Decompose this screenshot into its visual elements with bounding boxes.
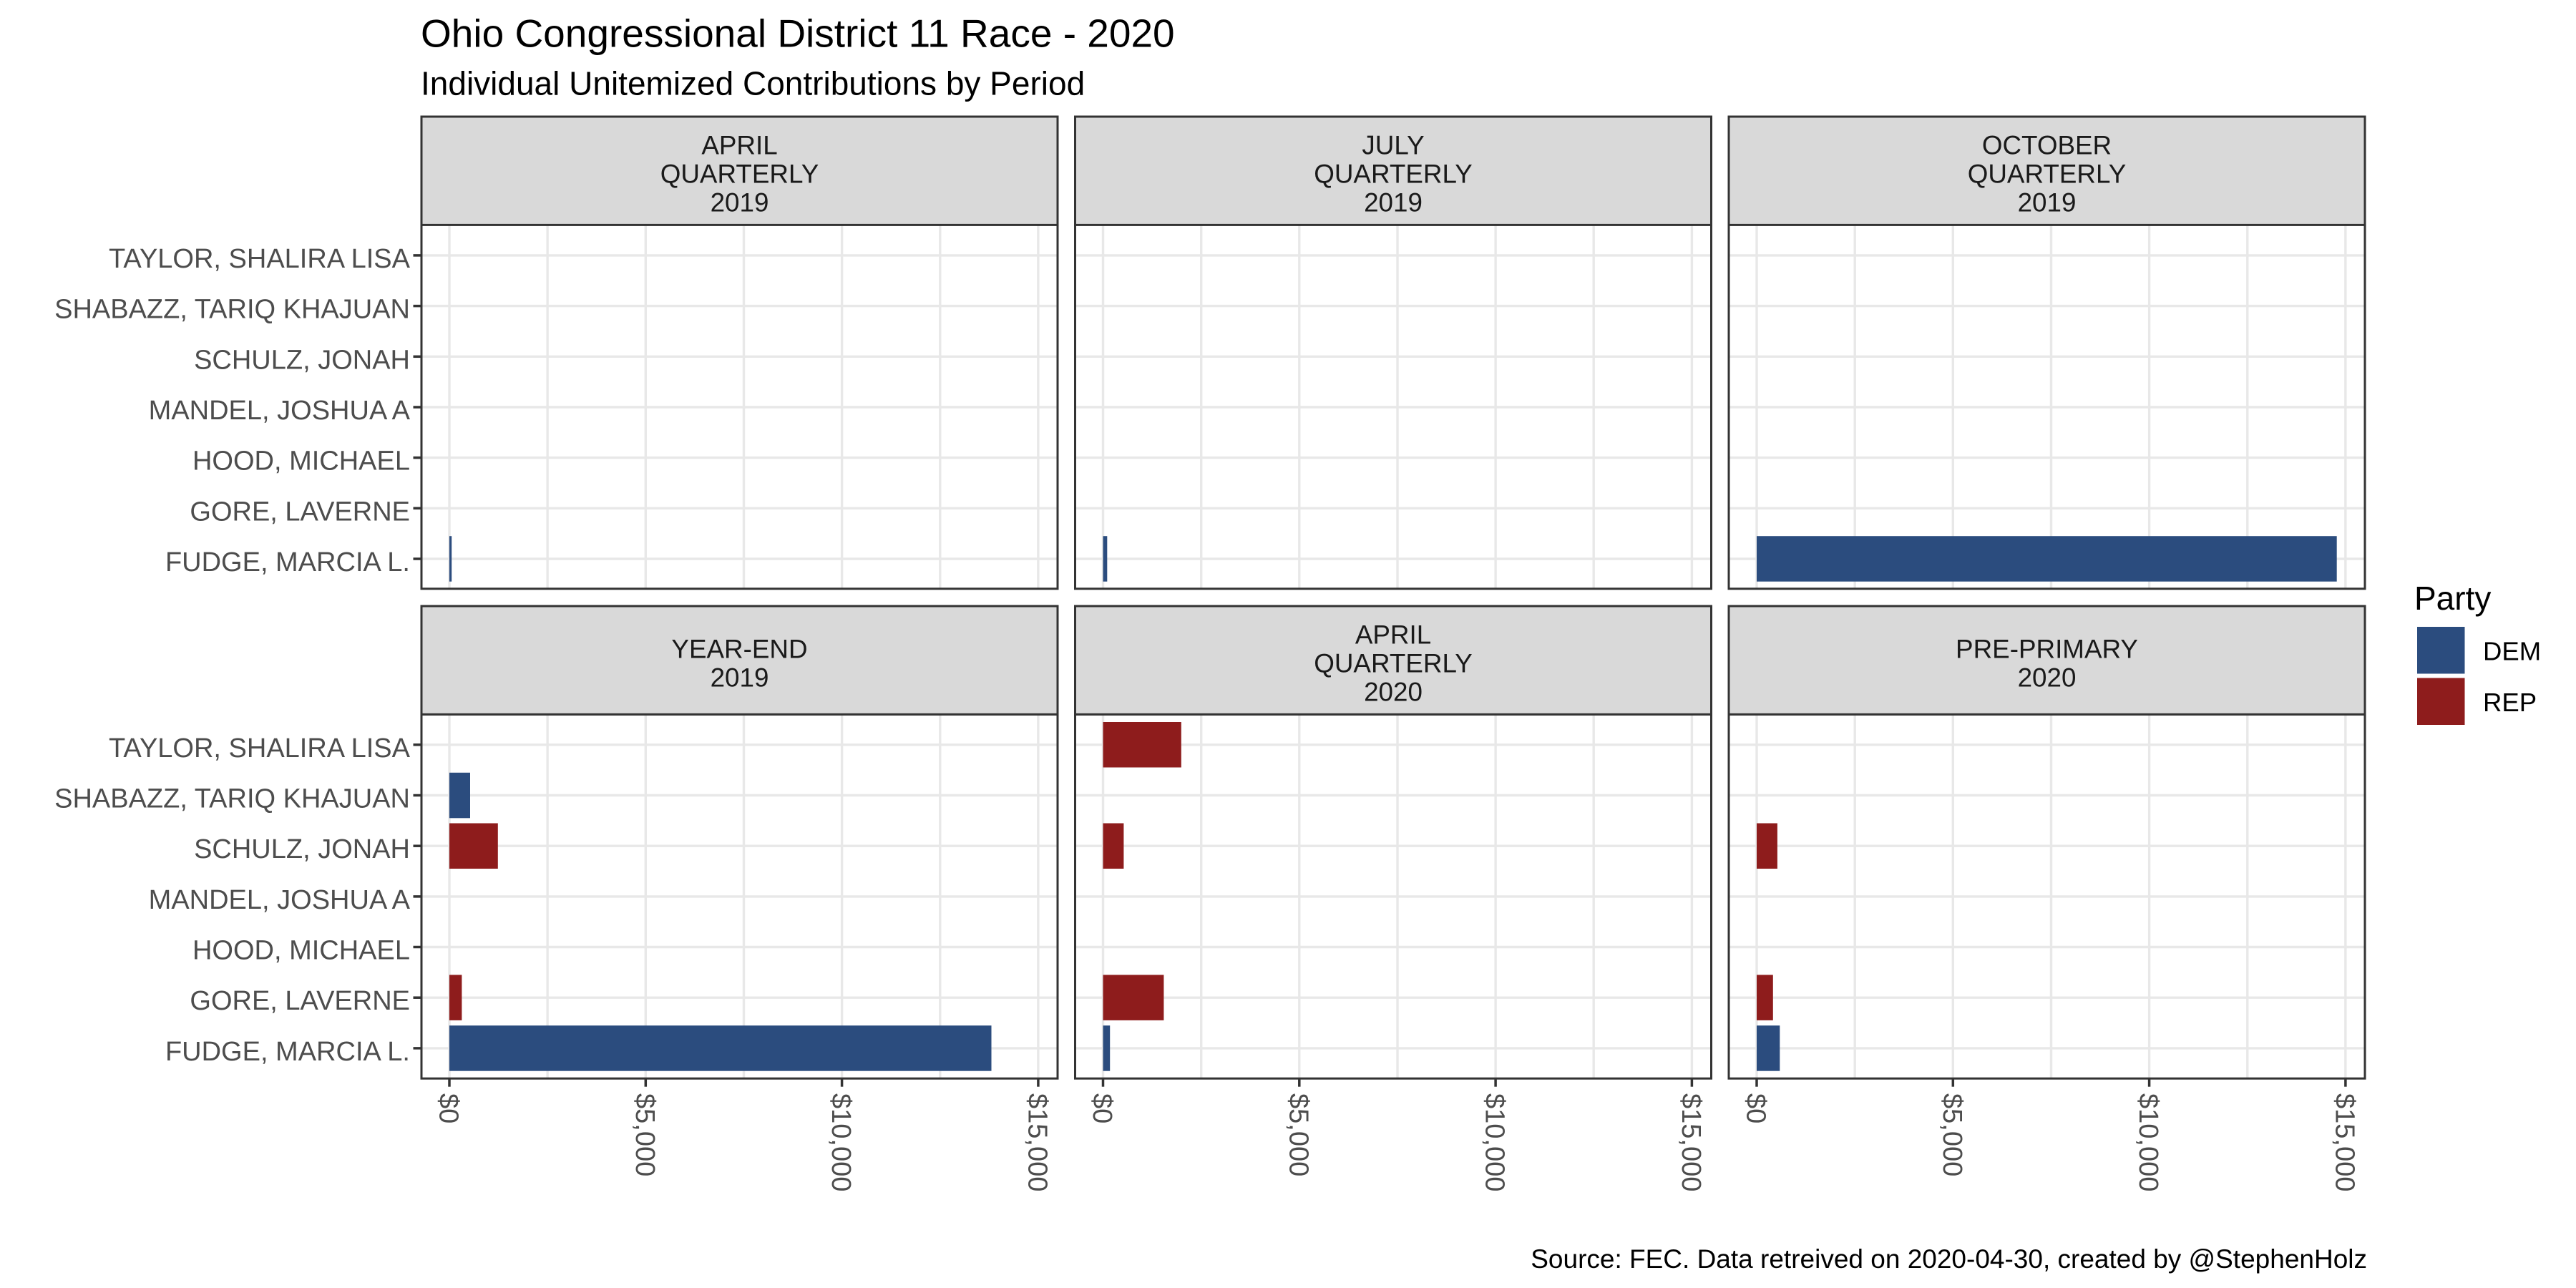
svg-text:OCTOBER: OCTOBER: [1982, 130, 2112, 160]
svg-text:$5,000: $5,000: [630, 1093, 660, 1176]
svg-text:Source: FEC. Data retreived on: Source: FEC. Data retreived on 2020-04-3…: [1531, 1244, 2367, 1274]
svg-text:QUARTERLY: QUARTERLY: [1314, 649, 1473, 678]
svg-text:YEAR-END: YEAR-END: [671, 635, 807, 664]
svg-text:SHABAZZ, TARIQ KHAJUAN: SHABAZZ, TARIQ KHAJUAN: [54, 295, 410, 325]
svg-text:TAYLOR, SHALIRA LISA: TAYLOR, SHALIRA LISA: [109, 244, 411, 274]
svg-text:HOOD, MICHAEL: HOOD, MICHAEL: [192, 447, 410, 477]
svg-text:JULY: JULY: [1362, 130, 1424, 160]
svg-text:APRIL: APRIL: [701, 130, 777, 160]
svg-text:Ohio Congressional District 11: Ohio Congressional District 11 Race - 20…: [421, 11, 1175, 56]
svg-text:GORE, LAVERNE: GORE, LAVERNE: [190, 986, 410, 1016]
svg-text:GORE, LAVERNE: GORE, LAVERNE: [190, 497, 410, 527]
svg-text:SHABAZZ, TARIQ KHAJUAN: SHABAZZ, TARIQ KHAJUAN: [54, 784, 410, 814]
svg-text:Individual Unitemized Contribu: Individual Unitemized Contributions by P…: [421, 65, 1085, 102]
svg-text:2020: 2020: [2018, 663, 2077, 693]
svg-text:$10,000: $10,000: [1480, 1093, 1510, 1191]
svg-text:QUARTERLY: QUARTERLY: [660, 159, 819, 188]
svg-text:2019: 2019: [711, 187, 769, 217]
svg-text:2019: 2019: [1364, 187, 1423, 217]
svg-text:2020: 2020: [1364, 678, 1423, 707]
svg-text:MANDEL, JOSHUA A: MANDEL, JOSHUA A: [149, 885, 411, 915]
svg-text:$5,000: $5,000: [1937, 1093, 1967, 1176]
svg-text:$0: $0: [1741, 1093, 1771, 1123]
svg-text:SCHULZ, JONAH: SCHULZ, JONAH: [194, 834, 410, 864]
svg-text:FUDGE, MARCIA L.: FUDGE, MARCIA L.: [165, 1037, 410, 1067]
svg-text:QUARTERLY: QUARTERLY: [1968, 159, 2127, 188]
svg-text:TAYLOR, SHALIRA LISA: TAYLOR, SHALIRA LISA: [109, 733, 411, 763]
svg-text:QUARTERLY: QUARTERLY: [1314, 159, 1473, 188]
svg-text:2019: 2019: [2018, 187, 2077, 217]
svg-text:$15,000: $15,000: [1676, 1093, 1706, 1191]
svg-text:HOOD, MICHAEL: HOOD, MICHAEL: [192, 936, 410, 966]
svg-text:$15,000: $15,000: [1022, 1093, 1052, 1191]
svg-text:DEM: DEM: [2483, 636, 2541, 665]
svg-text:MANDEL, JOSHUA A: MANDEL, JOSHUA A: [149, 396, 411, 426]
svg-text:$0: $0: [434, 1093, 464, 1123]
svg-text:REP: REP: [2483, 688, 2537, 717]
svg-text:APRIL: APRIL: [1355, 620, 1431, 650]
svg-text:Party: Party: [2414, 580, 2491, 617]
svg-text:2019: 2019: [711, 663, 769, 693]
svg-text:$15,000: $15,000: [2329, 1093, 2359, 1191]
svg-text:FUDGE, MARCIA L.: FUDGE, MARCIA L.: [165, 547, 410, 577]
svg-text:$5,000: $5,000: [1283, 1093, 1313, 1176]
svg-text:PRE-PRIMARY: PRE-PRIMARY: [1956, 635, 2138, 664]
svg-text:SCHULZ, JONAH: SCHULZ, JONAH: [194, 345, 410, 375]
svg-text:$0: $0: [1087, 1093, 1117, 1123]
svg-text:$10,000: $10,000: [826, 1093, 856, 1191]
svg-text:$10,000: $10,000: [2133, 1093, 2163, 1191]
